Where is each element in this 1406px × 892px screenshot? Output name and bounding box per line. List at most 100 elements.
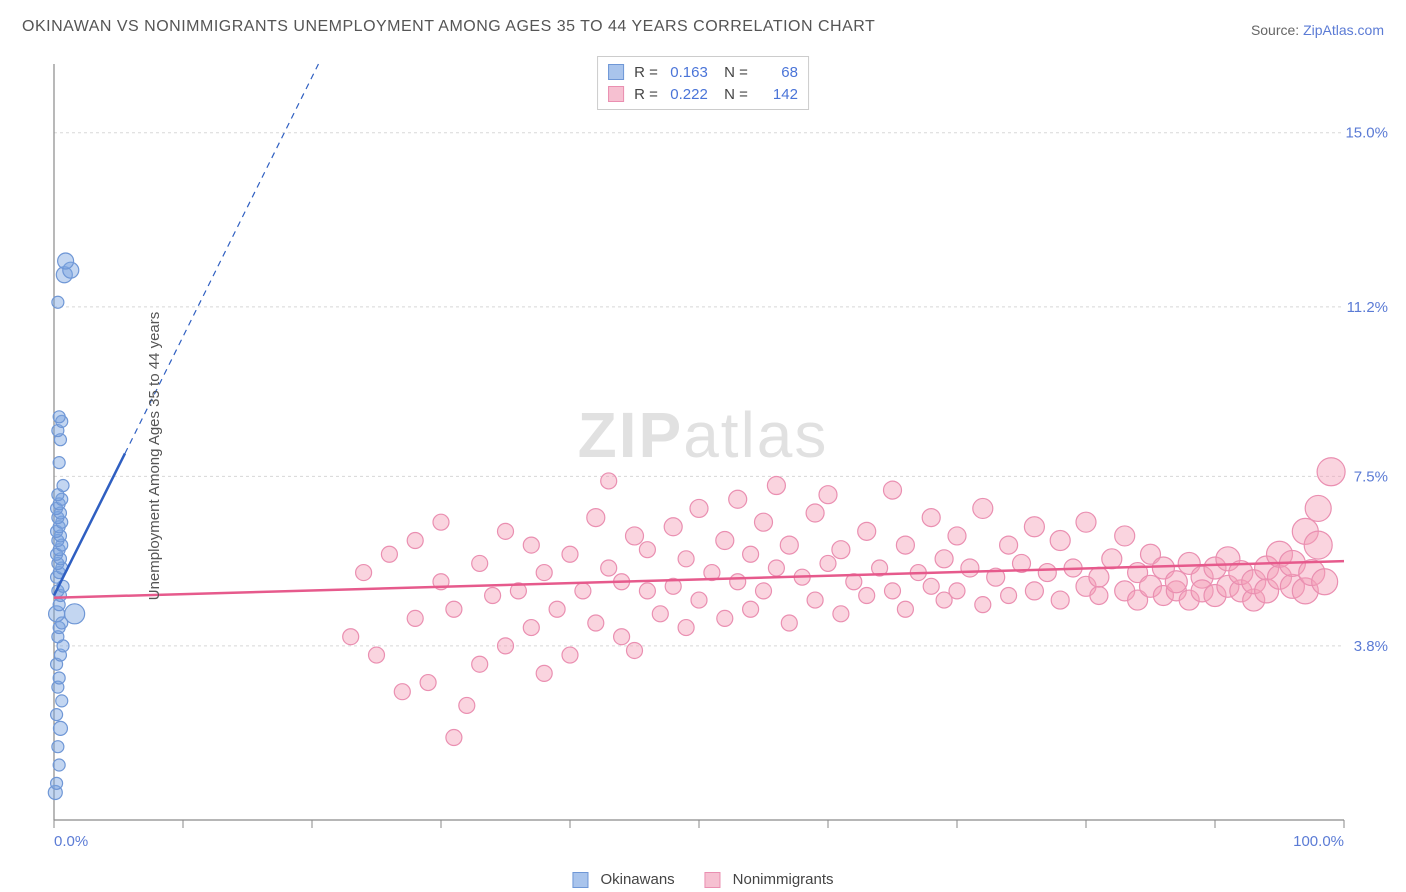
scatter-chart: 0.0%100.0%3.8%7.5%11.2%15.0% <box>46 48 1392 864</box>
svg-text:100.0%: 100.0% <box>1293 833 1344 850</box>
data-point <box>1089 567 1109 587</box>
data-point <box>1115 526 1135 546</box>
data-point <box>832 541 850 559</box>
source-link[interactable]: ZipAtlas.com <box>1303 22 1384 38</box>
data-point <box>922 509 940 527</box>
data-point <box>614 629 630 645</box>
series-nonimmigrants <box>343 458 1345 746</box>
data-point <box>1051 591 1069 609</box>
legend-item: Nonimmigrants <box>705 871 834 888</box>
data-point <box>459 697 475 713</box>
data-point <box>1317 458 1345 486</box>
data-point <box>472 656 488 672</box>
data-point <box>394 684 410 700</box>
legend-swatch-icon <box>608 86 624 102</box>
data-point <box>498 638 514 654</box>
data-point <box>536 665 552 681</box>
legend-stats: R = 0.163 N = 68R = 0.222 N = 142 <box>597 56 809 110</box>
legend-item: Okinawans <box>572 871 674 888</box>
data-point <box>1305 495 1331 521</box>
stat-n-label: N = <box>724 86 748 103</box>
data-point <box>768 560 784 576</box>
data-point <box>381 546 397 562</box>
data-point <box>498 523 514 539</box>
data-point <box>678 551 694 567</box>
data-point <box>767 477 785 495</box>
data-point <box>639 583 655 599</box>
legend-label: Okinawans <box>600 871 674 888</box>
data-point <box>626 527 644 545</box>
data-point <box>52 296 64 308</box>
data-point <box>729 490 747 508</box>
data-point <box>343 629 359 645</box>
data-point <box>562 546 578 562</box>
data-point <box>1090 586 1108 604</box>
data-point <box>1038 564 1056 582</box>
stat-r-value: 0.222 <box>662 86 708 103</box>
legend-stat-row: R = 0.163 N = 68 <box>608 61 798 83</box>
data-point <box>53 759 65 771</box>
data-point <box>678 620 694 636</box>
data-point <box>587 509 605 527</box>
source-label: Source: <box>1251 22 1303 38</box>
data-point <box>1165 571 1187 593</box>
data-point <box>536 565 552 581</box>
stat-r-label: R = <box>634 86 658 103</box>
data-point <box>407 533 423 549</box>
data-point <box>1304 531 1332 559</box>
data-point <box>961 559 979 577</box>
data-point <box>588 615 604 631</box>
legend-stat-row: R = 0.222 N = 142 <box>608 83 798 105</box>
data-point <box>562 647 578 663</box>
data-point <box>691 592 707 608</box>
svg-text:11.2%: 11.2% <box>1347 299 1388 316</box>
data-point <box>51 777 63 789</box>
legend-swatch-icon <box>572 872 588 888</box>
data-point <box>58 253 74 269</box>
data-point <box>1024 517 1044 537</box>
data-point <box>949 583 965 599</box>
data-point <box>53 411 65 423</box>
data-point <box>884 481 902 499</box>
data-point <box>57 480 69 492</box>
data-point <box>923 578 939 594</box>
chart-title: OKINAWAN VS NONIMMIGRANTS UNEMPLOYMENT A… <box>22 18 875 36</box>
data-point <box>730 574 746 590</box>
data-point <box>575 583 591 599</box>
data-point <box>56 695 68 707</box>
data-point <box>446 730 462 746</box>
data-point <box>975 597 991 613</box>
data-point <box>1000 536 1018 554</box>
stat-n-value: 68 <box>752 64 798 81</box>
data-point <box>781 615 797 631</box>
data-point <box>755 513 773 531</box>
data-point <box>472 555 488 571</box>
data-point <box>652 606 668 622</box>
data-point <box>806 504 824 522</box>
data-point <box>820 555 836 571</box>
legend-label: Nonimmigrants <box>733 871 834 888</box>
stat-n-value: 142 <box>752 86 798 103</box>
data-point <box>420 675 436 691</box>
legend-swatch-icon <box>705 872 721 888</box>
data-point <box>53 672 65 684</box>
data-point <box>690 499 708 517</box>
data-point <box>639 542 655 558</box>
data-point <box>807 592 823 608</box>
data-point <box>756 583 772 599</box>
data-point <box>1312 569 1338 595</box>
svg-text:15.0%: 15.0% <box>1345 125 1388 142</box>
data-point <box>896 536 914 554</box>
data-point <box>716 532 734 550</box>
data-point <box>819 486 837 504</box>
data-point <box>627 642 643 658</box>
data-point <box>53 457 65 469</box>
data-point <box>664 518 682 536</box>
chart-container: Unemployment Among Ages 35 to 44 years 0… <box>46 48 1392 864</box>
data-point <box>356 565 372 581</box>
data-point <box>1076 512 1096 532</box>
data-point <box>973 498 993 518</box>
data-point <box>601 473 617 489</box>
data-point <box>743 546 759 562</box>
data-point <box>833 606 849 622</box>
